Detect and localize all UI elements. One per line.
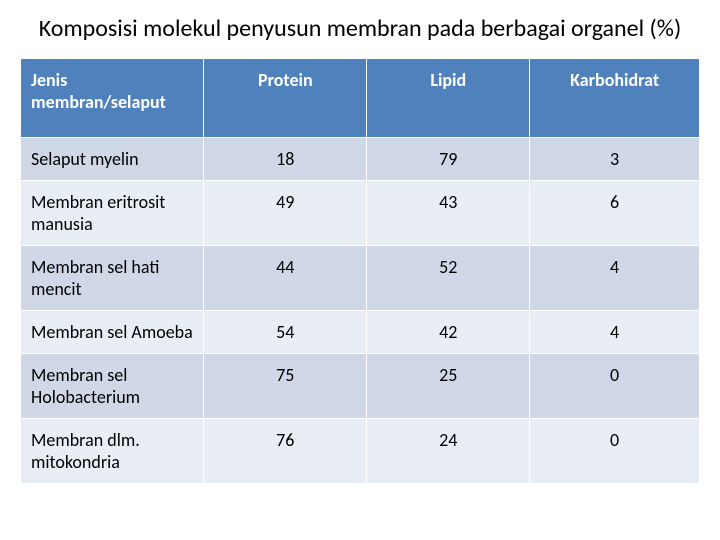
cell-karbohidrat: 0: [530, 419, 700, 484]
cell-karbohidrat: 6: [530, 181, 700, 246]
col-header-lipid: Lipid: [367, 59, 530, 138]
cell-protein: 44: [204, 246, 367, 311]
cell-label: Membran sel Holobacterium: [21, 354, 204, 419]
cell-karbohidrat: 4: [530, 311, 700, 354]
table-row: Membran eritrosit manusia 49 43 6: [21, 181, 700, 246]
cell-karbohidrat: 3: [530, 138, 700, 181]
cell-protein: 18: [204, 138, 367, 181]
col-header-jenis: Jenis membran/selaput: [21, 59, 204, 138]
composition-table: Jenis membran/selaput Protein Lipid Karb…: [20, 58, 700, 484]
table-row: Membran sel Holobacterium 75 25 0: [21, 354, 700, 419]
cell-karbohidrat: 0: [530, 354, 700, 419]
col-header-karbohidrat: Karbohidrat: [530, 59, 700, 138]
cell-lipid: 52: [367, 246, 530, 311]
table-header-row: Jenis membran/selaput Protein Lipid Karb…: [21, 59, 700, 138]
cell-label: Membran sel Amoeba: [21, 311, 204, 354]
cell-lipid: 24: [367, 419, 530, 484]
col-header-protein: Protein: [204, 59, 367, 138]
cell-lipid: 79: [367, 138, 530, 181]
cell-lipid: 42: [367, 311, 530, 354]
slide-title: Komposisi molekul penyusun membran pada …: [20, 14, 700, 44]
cell-label: Membran dlm. mitokondria: [21, 419, 204, 484]
cell-lipid: 43: [367, 181, 530, 246]
table-row: Selaput myelin 18 79 3: [21, 138, 700, 181]
cell-protein: 75: [204, 354, 367, 419]
cell-protein: 54: [204, 311, 367, 354]
cell-protein: 49: [204, 181, 367, 246]
cell-protein: 76: [204, 419, 367, 484]
cell-karbohidrat: 4: [530, 246, 700, 311]
cell-label: Membran eritrosit manusia: [21, 181, 204, 246]
slide: Komposisi molekul penyusun membran pada …: [0, 0, 720, 540]
cell-lipid: 25: [367, 354, 530, 419]
table-row: Membran sel Amoeba 54 42 4: [21, 311, 700, 354]
table-row: Membran dlm. mitokondria 76 24 0: [21, 419, 700, 484]
cell-label: Selaput myelin: [21, 138, 204, 181]
cell-label: Membran sel hati mencit: [21, 246, 204, 311]
table-row: Membran sel hati mencit 44 52 4: [21, 246, 700, 311]
